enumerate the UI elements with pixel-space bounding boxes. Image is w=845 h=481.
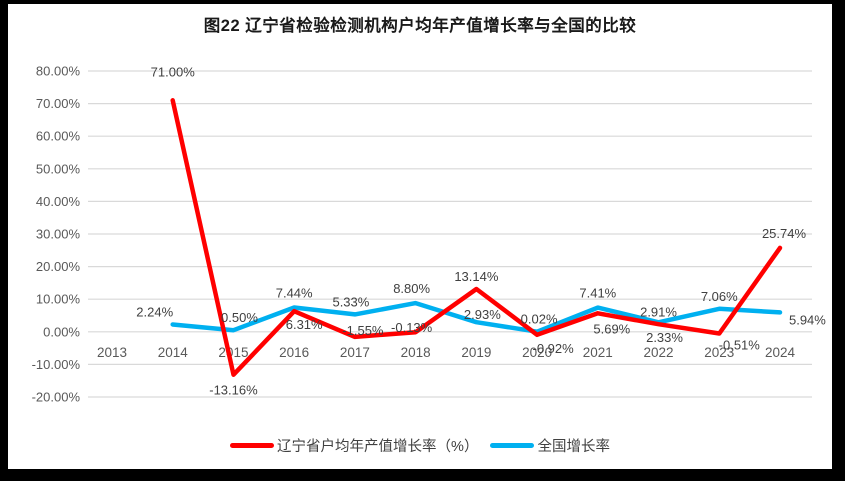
data-label: 7.41% xyxy=(579,286,616,301)
chart-title: 图22 辽宁省检验检测机构户均年产值增长率与全国的比较 xyxy=(203,17,637,35)
data-label: 0.50% xyxy=(221,310,258,325)
legend-item-national: 全国增长率 xyxy=(490,435,610,456)
y-axis-tick-label: 60.00% xyxy=(36,129,81,144)
chart-legend: 辽宁省户均年产值增长率（%） 全国增长率 xyxy=(8,435,832,456)
data-label: 2.91% xyxy=(640,304,677,319)
chart-plot-area: 80.00% 70.00% 60.00% 50.00% 40.00% 30.00% 20.0… xyxy=(32,64,827,405)
x-axis-label: 2013 xyxy=(97,345,127,360)
x-axis-label: 2024 xyxy=(765,345,796,360)
data-label: -13.16% xyxy=(209,383,258,398)
y-axis-tick-label: 30.00% xyxy=(36,227,81,242)
data-label: 5.33% xyxy=(332,294,369,309)
data-label: 13.14% xyxy=(454,269,499,284)
x-axis-label: 2017 xyxy=(340,345,370,360)
y-axis-tick-label: -10.00% xyxy=(32,357,81,372)
y-axis-tick-label: -20.00% xyxy=(32,390,81,405)
legend-label-national: 全国增长率 xyxy=(537,439,610,455)
data-label: 2.33% xyxy=(646,330,683,345)
x-axis-label: 2018 xyxy=(401,345,431,360)
data-label: 0.02% xyxy=(521,312,558,327)
x-axis-label: 2015 xyxy=(218,345,248,360)
data-label: -0.92% xyxy=(532,341,574,356)
data-label: -0.13% xyxy=(391,320,433,335)
y-axis-tick-label: 70.00% xyxy=(36,96,81,111)
legend-label-liaoning: 辽宁省户均年产值增长率（%） xyxy=(277,439,479,455)
legend-item-liaoning: 辽宁省户均年产值增长率（%） xyxy=(230,435,478,456)
x-axis-label: 2022 xyxy=(644,345,674,360)
data-label: 2.93% xyxy=(464,307,501,322)
x-axis-label: 2020 xyxy=(522,345,552,360)
x-axis-label: 2019 xyxy=(461,345,491,360)
x-axis-label: 2023 xyxy=(704,345,734,360)
series-line-liaoning xyxy=(170,98,783,377)
y-axis-tick-label: 0.00% xyxy=(43,324,80,339)
data-label: 5.69% xyxy=(593,321,630,336)
legend-line-swatch-blue-icon xyxy=(490,443,535,448)
chart-container: 图22 辽宁省检验检测机构户均年产值增长率与全国的比较 80.00% 70.00%… xyxy=(8,4,832,469)
data-label: -1.55% xyxy=(342,323,384,338)
data-label: -0.51% xyxy=(719,337,761,352)
data-label: 2.24% xyxy=(136,304,173,319)
data-label: 7.44% xyxy=(276,286,313,301)
y-axis-tick-label: 40.00% xyxy=(36,194,81,209)
data-label: 6.31% xyxy=(286,317,323,332)
y-axis-tick-label: 20.00% xyxy=(36,259,81,274)
data-label: 5.94% xyxy=(789,312,826,327)
x-axis-label: 2016 xyxy=(279,345,309,360)
x-axis-label: 2014 xyxy=(158,345,189,360)
y-axis-tick-label: 80.00% xyxy=(36,64,81,79)
y-axis-tick-label: 50.00% xyxy=(36,161,81,176)
x-axis-label: 2021 xyxy=(583,345,613,360)
y-axis-tick-label: 10.00% xyxy=(36,292,81,307)
series-line-national xyxy=(170,300,783,334)
data-label: 71.00% xyxy=(151,64,196,79)
legend-line-swatch-red-icon xyxy=(230,443,275,448)
data-label: 25.74% xyxy=(762,226,807,241)
data-label: 7.06% xyxy=(701,289,738,304)
data-label: 8.80% xyxy=(393,281,430,296)
